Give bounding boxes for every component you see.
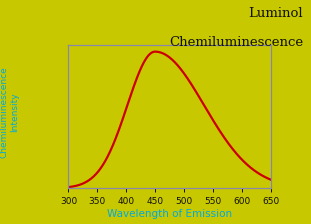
X-axis label: Wavelength of Emission: Wavelength of Emission xyxy=(107,209,232,219)
Text: Chemiluminescence: Chemiluminescence xyxy=(169,36,303,49)
Text: Chemiluminescence
Intensity: Chemiluminescence Intensity xyxy=(0,66,19,158)
Text: Luminol: Luminol xyxy=(248,7,303,20)
